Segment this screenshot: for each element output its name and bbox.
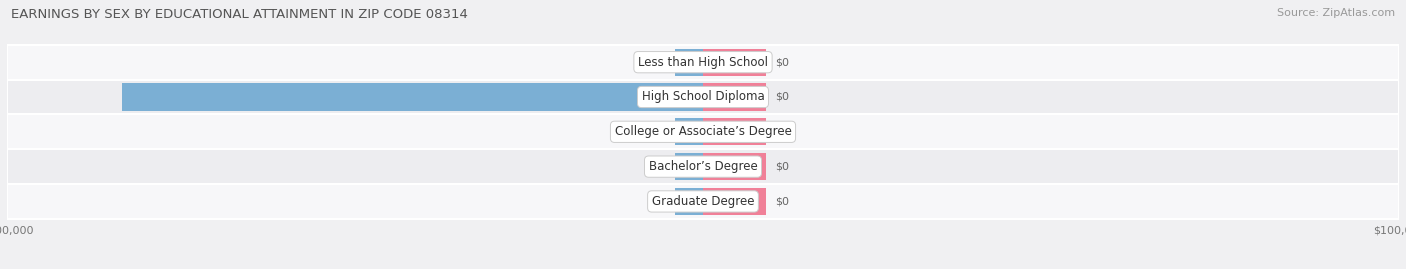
- Bar: [7, 45, 1399, 80]
- Bar: [703, 83, 766, 111]
- Bar: [703, 49, 766, 76]
- Bar: [675, 49, 703, 76]
- Text: Less than High School: Less than High School: [638, 56, 768, 69]
- Bar: [7, 149, 1399, 184]
- Bar: [675, 188, 703, 215]
- Text: $0: $0: [657, 57, 671, 67]
- Text: Source: ZipAtlas.com: Source: ZipAtlas.com: [1277, 8, 1395, 18]
- Text: Bachelor’s Degree: Bachelor’s Degree: [648, 160, 758, 173]
- Text: $83,520: $83,520: [645, 92, 696, 102]
- Bar: [7, 80, 1399, 114]
- Bar: [703, 188, 766, 215]
- Bar: [7, 184, 1399, 219]
- Text: $0: $0: [657, 127, 671, 137]
- Text: High School Diploma: High School Diploma: [641, 90, 765, 104]
- Bar: [122, 83, 703, 111]
- Text: $0: $0: [775, 196, 789, 206]
- Text: Graduate Degree: Graduate Degree: [652, 195, 754, 208]
- Text: $0: $0: [775, 162, 789, 172]
- Bar: [703, 153, 766, 180]
- Text: $0: $0: [775, 57, 789, 67]
- Text: $0: $0: [657, 196, 671, 206]
- Bar: [675, 118, 703, 145]
- Bar: [7, 114, 1399, 149]
- Text: $0: $0: [775, 92, 789, 102]
- Text: $0: $0: [775, 127, 789, 137]
- Bar: [703, 118, 766, 145]
- Text: College or Associate’s Degree: College or Associate’s Degree: [614, 125, 792, 138]
- Text: $0: $0: [657, 162, 671, 172]
- Bar: [675, 153, 703, 180]
- Text: EARNINGS BY SEX BY EDUCATIONAL ATTAINMENT IN ZIP CODE 08314: EARNINGS BY SEX BY EDUCATIONAL ATTAINMEN…: [11, 8, 468, 21]
